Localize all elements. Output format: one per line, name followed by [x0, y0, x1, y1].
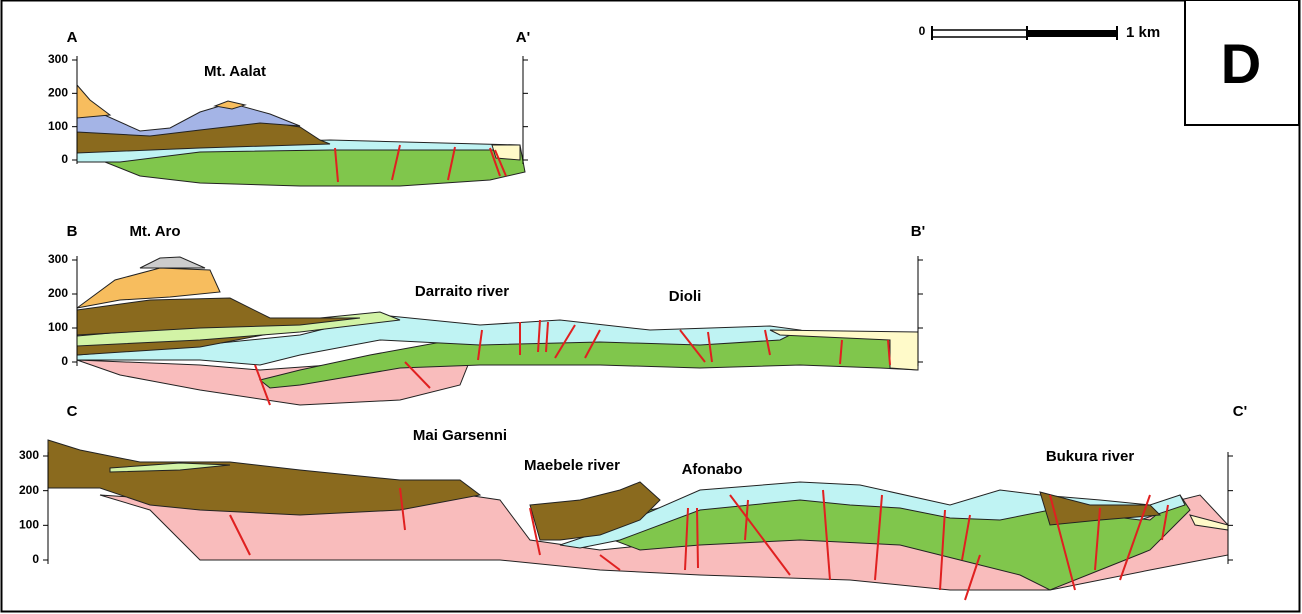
figure: D 0 1 km 300 200 100 0 A A' Mt. Aalat 300 200 100…: [0, 0, 1302, 614]
scale-start: 0: [919, 24, 926, 38]
elevation-label: 100: [48, 320, 68, 334]
elevation-label: 100: [19, 518, 39, 532]
section-start: A: [67, 29, 78, 46]
feature-label: Maebele river: [524, 457, 620, 474]
elevation-label: 200: [48, 86, 68, 100]
feature-label: Afonabo: [682, 461, 743, 478]
elevation-label: 100: [48, 119, 68, 133]
section-start: C: [67, 403, 78, 420]
section-start: B: [67, 223, 78, 240]
section-end: A': [516, 29, 530, 46]
elevation-label: 0: [61, 152, 68, 166]
feature-label: Darraito river: [415, 283, 509, 300]
section-end: C': [1233, 403, 1247, 420]
scale-black: [1027, 30, 1117, 37]
scale-white: [932, 30, 1027, 37]
elevation-label: 200: [19, 483, 39, 497]
elevation-label: 200: [48, 286, 68, 300]
elevation-label: 300: [48, 252, 68, 266]
section-end: B': [911, 223, 925, 240]
elevation-label: 0: [61, 354, 68, 368]
feature-label: Bukura river: [1046, 448, 1135, 465]
feature-label: Dioli: [669, 288, 702, 305]
feature-label: Mt. Aalat: [204, 63, 266, 80]
elevation-label: 300: [48, 52, 68, 66]
panel-label: D: [1221, 32, 1261, 95]
feature-label: Mt. Aro: [129, 223, 180, 240]
scale-end: 1 km: [1126, 24, 1160, 41]
elevation-label: 300: [19, 448, 39, 462]
fault: [697, 508, 698, 568]
feature-label: Mai Garsenni: [413, 427, 507, 444]
elevation-label: 0: [32, 552, 39, 566]
